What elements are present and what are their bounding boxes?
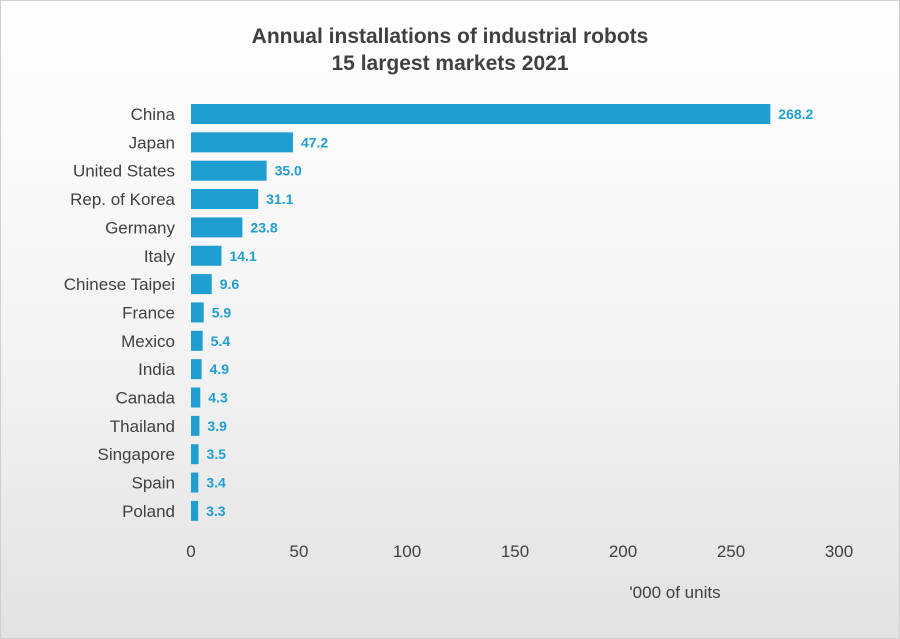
- bar-china: [191, 104, 771, 124]
- value-label-japan: 47.2: [301, 134, 328, 150]
- value-label-canada: 4.3: [208, 390, 228, 406]
- category-label-spain: Spain: [132, 474, 175, 493]
- category-label-canada: Canada: [115, 389, 175, 408]
- value-label-chinese-taipei: 9.6: [220, 276, 240, 292]
- value-label-spain: 3.4: [206, 475, 226, 491]
- value-label-rep-of-korea: 31.1: [266, 191, 293, 207]
- x-axis-title: '000 of units: [629, 583, 720, 602]
- bar-france: [191, 302, 204, 323]
- category-label-poland: Poland: [122, 502, 175, 521]
- category-label-thailand: Thailand: [110, 417, 175, 436]
- x-tick-label-200: 200: [609, 542, 637, 561]
- value-label-india: 4.9: [210, 361, 230, 377]
- x-tick-label-0: 0: [186, 542, 195, 561]
- bar-chinese-taipei: [191, 274, 212, 295]
- bar-spain: [191, 472, 199, 493]
- category-label-italy: Italy: [144, 247, 176, 266]
- chart-title-block: Annual installations of industrial robot…: [1, 23, 899, 77]
- x-tick-label-50: 50: [290, 542, 309, 561]
- x-tick-label-100: 100: [393, 542, 421, 561]
- category-labels: China Japan United States Rep. of Korea Germ…: [64, 105, 176, 521]
- bar-japan: [191, 132, 293, 153]
- value-label-singapore: 3.5: [207, 446, 227, 462]
- category-label-singapore: Singapore: [97, 445, 175, 464]
- bar-germany: [191, 217, 243, 238]
- bar-poland: [191, 500, 199, 521]
- category-label-mexico: Mexico: [121, 332, 175, 351]
- bar-italy: [191, 245, 222, 266]
- bar-singapore: [191, 444, 199, 465]
- bar-canada: [191, 387, 201, 408]
- category-label-india: India: [138, 360, 175, 379]
- value-label-germany: 23.8: [250, 219, 277, 235]
- value-label-mexico: 5.4: [211, 333, 231, 349]
- bar-rep-of-korea: [191, 189, 259, 210]
- x-tick-label-250: 250: [717, 542, 745, 561]
- category-label-france: France: [122, 303, 175, 322]
- value-label-thailand: 3.9: [207, 418, 227, 434]
- category-label-united-states: United States: [73, 162, 175, 181]
- value-label-china: 268.2: [778, 106, 813, 122]
- value-label-united-states: 35.0: [275, 163, 302, 179]
- chart-subtitle: 15 largest markets 2021: [331, 52, 569, 75]
- value-label-poland: 3.3: [206, 503, 226, 519]
- category-label-chinese-taipei: Chinese Taipei: [64, 275, 175, 294]
- bar-mexico: [191, 330, 203, 351]
- category-label-rep-of-korea: Rep. of Korea: [70, 190, 175, 209]
- bar-united-states: [191, 160, 267, 181]
- bar-thailand: [191, 415, 200, 436]
- x-tick-label-300: 300: [825, 542, 853, 561]
- category-label-japan: Japan: [129, 133, 175, 152]
- category-label-germany: Germany: [105, 218, 175, 237]
- category-label-china: China: [131, 105, 176, 124]
- bar-india: [191, 359, 202, 380]
- value-labels: 268.2 47.2 35.0 31.1 23.8 14.1 9.6 5.9 5.4 4.9 4.3…: [206, 106, 813, 519]
- bars: [191, 104, 771, 521]
- x-axis-ticks: 0 50 100 150 200 250 300: [186, 542, 853, 561]
- x-tick-label-150: 150: [501, 542, 529, 561]
- chart-title: Annual installations of industrial robot…: [251, 25, 649, 48]
- value-label-italy: 14.1: [229, 248, 256, 264]
- value-label-france: 5.9: [212, 304, 232, 320]
